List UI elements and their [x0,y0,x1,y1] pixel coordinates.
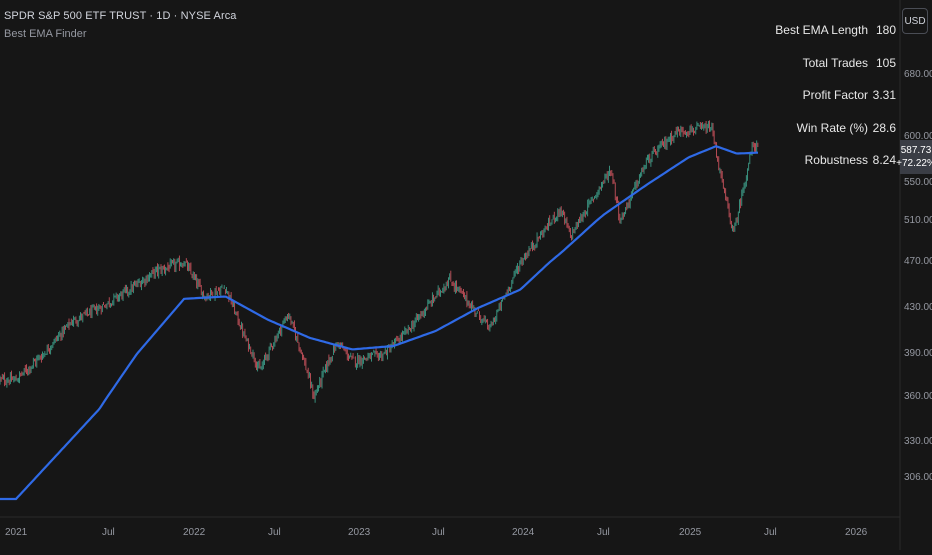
stat-row-profit-factor: Profit Factor 3.31 [812,79,898,112]
stat-label: Best EMA Length [775,23,868,37]
time-tick-label: 2025 [679,527,701,538]
stat-row-robustness: Robustness 8.24 [812,144,898,177]
time-tick-label: Jul [597,527,610,538]
price-tick-label: 360.00 [904,391,932,402]
stat-value: 105 [876,56,896,70]
chart-header: SPDR S&P 500 ETF TRUST · 1D · NYSE Arca … [4,10,237,40]
currency-button[interactable]: USD [902,8,928,34]
time-tick-label: 2023 [348,527,370,538]
candles-group [0,120,758,402]
stat-row-total-trades: Total Trades 105 [812,47,898,80]
symbol-title[interactable]: SPDR S&P 500 ETF TRUST · 1D · NYSE Arca [4,10,237,22]
stat-label: Total Trades [803,56,868,70]
time-tick-label: 2021 [5,527,27,538]
last-price-change: +72.22% [896,157,932,170]
price-tick-label: 390.00 [904,348,932,359]
price-tick-label: 430.00 [904,302,932,313]
indicator-name[interactable]: Best EMA Finder [4,28,237,40]
price-tick-label: 330.00 [904,436,932,447]
price-tick-label: 306.00 [904,472,932,483]
price-tick-label: 510.00 [904,215,932,226]
stat-row-win-rate: Win Rate (%) 28.6 [812,112,898,145]
price-tick-label: 550.00 [904,177,932,188]
ema-line [0,146,758,499]
stat-label: Win Rate (%) [797,121,868,135]
stat-value: 8.24 [873,153,896,167]
time-tick-label: 2022 [183,527,205,538]
stat-value: 28.6 [873,121,896,135]
time-tick-label: 2026 [845,527,867,538]
stat-row-best-ema: Best EMA Length 180 [812,14,898,47]
time-tick-label: Jul [432,527,445,538]
stat-label: Robustness [805,153,868,167]
time-tick-label: Jul [764,527,777,538]
stat-value: 180 [876,23,896,37]
price-tick-label: 680.00 [904,69,932,80]
price-tick-label: 470.00 [904,256,932,267]
last-price-value: 587.73 [901,144,932,157]
time-tick-label: Jul [102,527,115,538]
stats-table: Best EMA Length 180 Total Trades 105 Pro… [812,14,898,177]
stat-value: 3.31 [873,88,896,102]
time-tick-label: 2024 [512,527,534,538]
stat-label: Profit Factor [803,88,868,102]
last-price-tag: 587.73 +72.22% [900,140,932,174]
time-tick-label: Jul [268,527,281,538]
